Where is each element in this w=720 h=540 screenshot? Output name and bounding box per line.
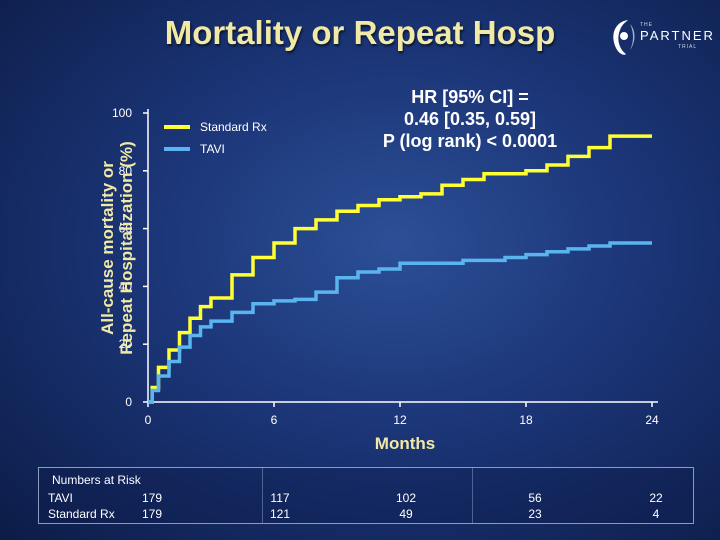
chart-lines	[148, 134, 652, 404]
risk-value: 179	[141, 507, 163, 521]
y-axis-label: All-cause mortality or Repeat Hospitaliz…	[98, 78, 136, 418]
slide-title: Mortality or Repeat Hosp	[164, 14, 556, 51]
y-tick-label: 0	[125, 395, 132, 409]
y-tick-label: 80	[119, 164, 133, 178]
x-tick-label: 18	[519, 413, 533, 427]
risk-value: 121	[269, 507, 291, 521]
series-line-standard-rx	[148, 134, 652, 404]
risk-row-label-tavi: TAVI	[48, 491, 73, 505]
risk-value: 4	[652, 507, 660, 521]
table-divider	[472, 467, 473, 523]
logo-name: PARTNER	[640, 28, 715, 43]
hr-line-1: HR [95% CI] =	[411, 87, 529, 107]
numbers-at-risk-title: Numbers at Risk	[52, 473, 141, 487]
risk-value: 56	[528, 491, 542, 505]
chart-axes: 0 20 40 60 80 100 0 6 12 18 24	[112, 106, 659, 427]
risk-value: 102	[395, 491, 417, 505]
y-tick-label: 60	[119, 222, 133, 236]
risk-value: 22	[649, 491, 663, 505]
hr-line-2: 0.46 [0.35, 0.59]	[403, 109, 537, 129]
y-tick-label: 100	[112, 106, 132, 120]
x-tick-label: 12	[393, 413, 407, 427]
legend-label: Standard Rx	[200, 120, 267, 134]
y-tick-label: 40	[119, 279, 133, 293]
logo-small-bottom: TRIAL	[678, 44, 698, 50]
series-line-tavi	[148, 241, 652, 404]
legend-label: TAVI	[200, 142, 225, 156]
x-tick-label: 0	[145, 413, 152, 427]
hazard-ratio-annotation: HR [95% CI] = 0.46 [0.35, 0.59] P (log r…	[320, 86, 620, 152]
x-tick-label: 6	[271, 413, 278, 427]
risk-value: 49	[399, 507, 413, 521]
partner-trial-logo: THE PARTNER TRIAL	[606, 14, 714, 60]
hr-line-3: P (log rank) < 0.0001	[382, 131, 558, 151]
risk-value: 23	[528, 507, 542, 521]
numbers-at-risk-table	[38, 467, 694, 524]
y-tick-label: 20	[119, 337, 133, 351]
x-axis-label: Months	[374, 434, 436, 453]
y-axis-label-line-2: Repeat Hospitalization (%)	[117, 141, 136, 355]
risk-value: 179	[141, 491, 163, 505]
risk-value: 117	[270, 491, 290, 505]
x-tick-label: 24	[645, 413, 659, 427]
chart-legend: Standard Rx TAVI	[164, 120, 267, 156]
logo-small-top: THE	[640, 22, 653, 28]
partner-logo-icon	[613, 20, 635, 55]
table-divider	[262, 467, 263, 523]
risk-row-label-standard: Standard Rx	[48, 507, 115, 521]
y-axis-label-line-1: All-cause mortality or	[98, 161, 117, 335]
